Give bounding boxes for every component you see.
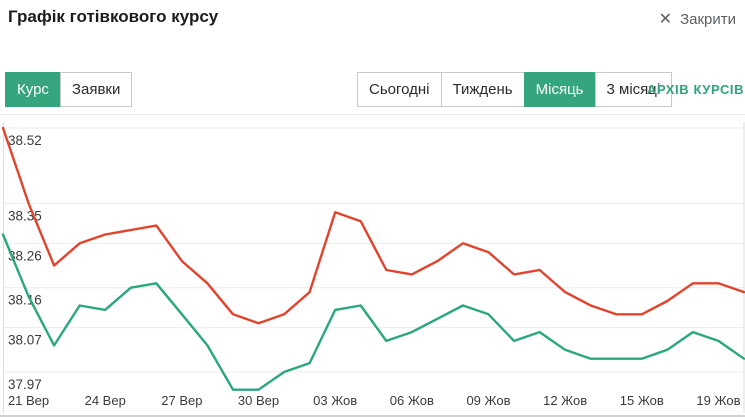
x-axis-label: 09 Жов	[466, 393, 510, 408]
x-axis-label: 12 Жов	[543, 393, 587, 408]
period-week[interactable]: Тиждень	[440, 72, 525, 107]
x-axis-label: 21 Вер	[8, 393, 49, 408]
archive-rates-link[interactable]: АРХІВ КУРСІВ	[647, 82, 745, 97]
x-axis-label: 15 Жов	[620, 393, 664, 408]
view-tabs: Курс Заявки	[5, 72, 133, 107]
y-axis-label: 38.16	[8, 293, 42, 308]
green-rate-line[interactable]	[1, 233, 745, 391]
close-icon: ✕	[658, 10, 673, 28]
controls-divider	[0, 114, 745, 115]
y-axis-label: 38.26	[8, 248, 42, 263]
x-axis-label: 06 Жов	[390, 393, 434, 408]
tab-kurs[interactable]: Курс	[5, 72, 61, 107]
tab-zayavky[interactable]: Заявки	[59, 72, 133, 107]
x-axis-label: 30 Вер	[238, 393, 279, 408]
x-axis-label: 27 Вер	[161, 393, 202, 408]
red-rate-line[interactable]	[1, 126, 745, 325]
y-axis-label: 37.97	[8, 377, 42, 392]
period-tabs: Сьогодні Тиждень Місяць 3 місяці	[357, 72, 673, 107]
y-axis-label: 38.52	[8, 133, 42, 148]
page-title: Графік готівкового курсу	[8, 7, 219, 26]
x-axis-label: 03 Жов	[313, 393, 357, 408]
y-axis-label: 38.07	[8, 333, 42, 348]
close-button-label: Закрити	[680, 11, 736, 28]
period-today[interactable]: Сьогодні	[357, 72, 442, 107]
period-3months[interactable]: 3 місяці	[594, 72, 673, 107]
period-month[interactable]: Місяць	[523, 72, 596, 107]
close-button[interactable]: ✕ Закрити	[659, 11, 736, 28]
x-axis-label: 24 Вер	[85, 393, 126, 408]
x-axis-label: 19 Жов	[696, 393, 740, 408]
